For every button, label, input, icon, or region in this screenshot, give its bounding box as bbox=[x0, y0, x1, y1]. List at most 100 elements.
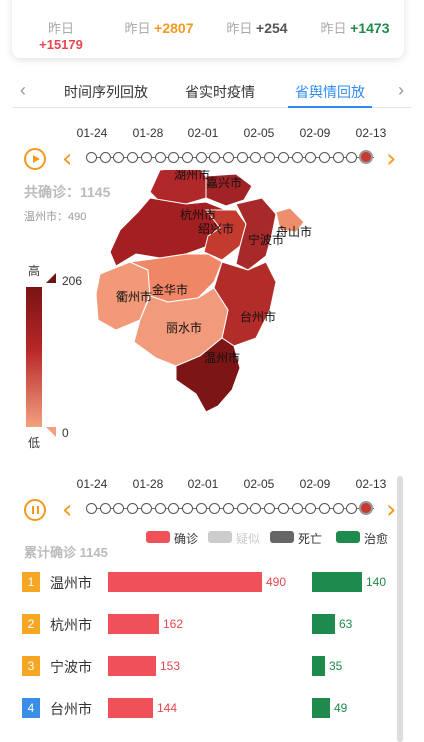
timeline-date: 02-01 bbox=[187, 126, 219, 140]
timeline-point[interactable] bbox=[236, 152, 248, 163]
legend-label: 治愈 bbox=[364, 532, 389, 546]
timeline-point[interactable] bbox=[168, 152, 180, 163]
bar-confirmed[interactable] bbox=[108, 572, 262, 592]
ranking-row: 1 温州市 490 140 bbox=[22, 570, 402, 594]
legend-high-handle[interactable] bbox=[46, 273, 56, 283]
timeline-point[interactable] bbox=[318, 152, 330, 163]
timeline-point[interactable] bbox=[236, 503, 248, 514]
timeline-point[interactable] bbox=[154, 152, 166, 163]
bar-cured[interactable] bbox=[312, 698, 330, 718]
city-label: 衢州市 bbox=[116, 289, 152, 304]
legend-swatch bbox=[146, 531, 170, 543]
timeline-point[interactable] bbox=[264, 152, 276, 163]
timeline-point[interactable] bbox=[346, 503, 358, 514]
timeline-point[interactable] bbox=[223, 503, 234, 514]
play-button[interactable] bbox=[24, 148, 46, 170]
timeline-point[interactable] bbox=[181, 503, 193, 514]
bar-confirmed[interactable] bbox=[108, 614, 159, 634]
bar-confirmed[interactable] bbox=[108, 656, 156, 676]
timeline-point[interactable] bbox=[305, 152, 317, 163]
timeline-point[interactable] bbox=[277, 152, 289, 163]
legend-low-handle[interactable] bbox=[46, 427, 56, 437]
value-confirmed: 144 bbox=[157, 701, 178, 715]
timeline-point[interactable] bbox=[86, 503, 97, 514]
pause-button[interactable] bbox=[24, 499, 46, 521]
timeline-track[interactable] bbox=[86, 150, 376, 165]
timeline-point[interactable] bbox=[140, 152, 152, 163]
region-jinhua[interactable] bbox=[128, 253, 223, 303]
timeline-point[interactable] bbox=[140, 503, 152, 514]
timeline-point[interactable] bbox=[291, 152, 303, 163]
timeline-point[interactable] bbox=[332, 503, 344, 514]
value-confirmed: 490 bbox=[266, 575, 287, 589]
timeline-point[interactable] bbox=[195, 152, 207, 163]
timeline-track[interactable] bbox=[86, 501, 376, 516]
tab-province-opinion[interactable]: 省舆情回放 bbox=[295, 84, 365, 100]
timeline-point[interactable] bbox=[154, 503, 166, 514]
bar-cured[interactable] bbox=[312, 614, 335, 634]
timeline-point[interactable] bbox=[86, 152, 97, 163]
timeline-point[interactable] bbox=[168, 503, 180, 514]
timeline-point[interactable] bbox=[223, 152, 234, 163]
region-ningbo[interactable] bbox=[235, 197, 277, 271]
rank-city: 台州市 bbox=[50, 701, 92, 717]
region-shaoxing[interactable] bbox=[203, 209, 247, 261]
timeline-point[interactable] bbox=[209, 503, 221, 514]
timeline-date: 02-13 bbox=[355, 126, 387, 140]
timeline-point[interactable] bbox=[250, 152, 262, 163]
timeline-prev-button[interactable]: ‹ bbox=[62, 144, 73, 174]
timeline-point[interactable] bbox=[346, 152, 358, 163]
timeline-point[interactable] bbox=[113, 503, 125, 514]
tab-time-series[interactable]: 时间序列回放 bbox=[64, 84, 148, 100]
timeline-point[interactable] bbox=[127, 503, 139, 514]
timeline-point[interactable] bbox=[277, 503, 289, 514]
timeline-date: 01-28 bbox=[132, 477, 164, 491]
bar-cured[interactable] bbox=[312, 572, 362, 592]
bar-cured[interactable] bbox=[312, 656, 325, 676]
bar-confirmed[interactable] bbox=[108, 698, 153, 718]
timeline-date: 02-09 bbox=[299, 477, 331, 491]
region-wenzhou[interactable] bbox=[175, 337, 241, 413]
tab-province-realtime[interactable]: 省实时疫情 bbox=[185, 84, 255, 100]
region-zhoushan[interactable] bbox=[275, 207, 305, 233]
scrollbar[interactable] bbox=[397, 476, 403, 742]
timeline-point[interactable] bbox=[99, 152, 111, 163]
timeline-point[interactable] bbox=[291, 503, 303, 514]
value-cured: 49 bbox=[334, 701, 348, 715]
timeline-point[interactable] bbox=[195, 503, 207, 514]
timeline-point[interactable] bbox=[209, 152, 221, 163]
region-lishui[interactable] bbox=[133, 287, 229, 367]
timeline-current-point[interactable] bbox=[359, 150, 373, 164]
bar-chart-total: 累计确诊 1145 bbox=[24, 545, 108, 560]
region-jiaxing[interactable] bbox=[205, 173, 253, 207]
ranking-row: 4 台州市 144 49 bbox=[22, 696, 402, 720]
timeline-point[interactable] bbox=[99, 503, 111, 514]
timeline-date: 02-05 bbox=[243, 126, 275, 140]
pause-icon bbox=[37, 506, 39, 514]
stat-deaths: 死亡病例 昨日 +254 bbox=[208, 0, 306, 37]
timeline-point[interactable] bbox=[181, 152, 193, 163]
visual-map-legend[interactable] bbox=[26, 287, 42, 427]
timeline-point[interactable] bbox=[318, 503, 330, 514]
rank-city: 温州市 bbox=[50, 575, 92, 591]
legend-label: 确诊 bbox=[174, 532, 199, 546]
timeline-point[interactable] bbox=[264, 503, 276, 514]
timeline-next-button[interactable]: › bbox=[386, 495, 397, 525]
bar-chart-legend: 确诊 疑似 死亡 治愈 bbox=[146, 530, 416, 546]
timeline-date: 01-28 bbox=[132, 126, 164, 140]
timeline-point[interactable] bbox=[332, 152, 344, 163]
timeline-point[interactable] bbox=[305, 503, 317, 514]
timeline-current-point[interactable] bbox=[359, 501, 373, 515]
timeline-point[interactable] bbox=[250, 503, 262, 514]
timeline-point[interactable] bbox=[127, 152, 139, 163]
timeline-point[interactable] bbox=[113, 152, 125, 163]
timeline-prev-button[interactable]: ‹ bbox=[62, 495, 73, 525]
chevron-left-icon[interactable]: ‹ bbox=[20, 80, 26, 100]
region-huzhou[interactable] bbox=[149, 170, 211, 205]
map-total: 共确诊：1145 bbox=[24, 184, 111, 200]
timeline-next-button[interactable]: › bbox=[386, 144, 397, 174]
yesterday-label: 昨日 bbox=[47, 21, 74, 36]
yesterday-label: 昨日 bbox=[226, 21, 253, 36]
chevron-right-icon[interactable]: › bbox=[398, 80, 404, 100]
